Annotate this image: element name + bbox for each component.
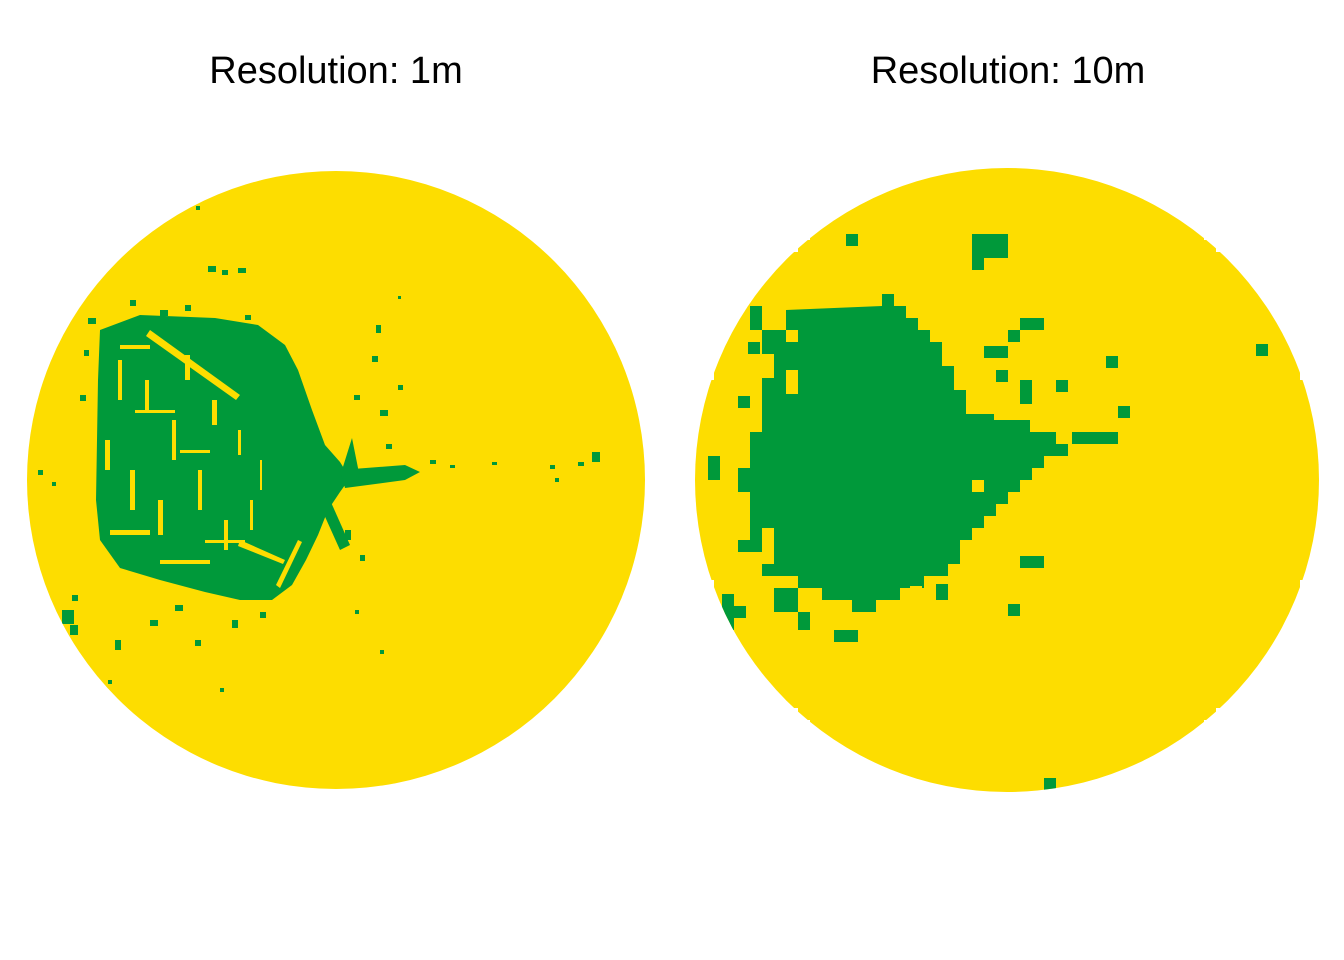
vegetation-streak-east-1m [340,465,420,488]
vegetation-cells-10m [708,234,1268,790]
pixel-edge-10m [696,168,1320,792]
raster-map-1m [27,171,645,789]
vegetation-spike-south-1m [322,500,350,550]
open-area-cells-10m [762,330,984,598]
open-area-speckle-1m [105,330,302,588]
vegetation-patch-main-10m [738,294,1068,612]
raster-map-10m [695,168,1320,792]
panel-title-1m: Resolution: 1m [209,50,463,92]
panel-title-10m: Resolution: 10m [870,50,1146,92]
vegetation-spike-1m [342,438,360,478]
vegetation-specks-1m [38,206,600,692]
